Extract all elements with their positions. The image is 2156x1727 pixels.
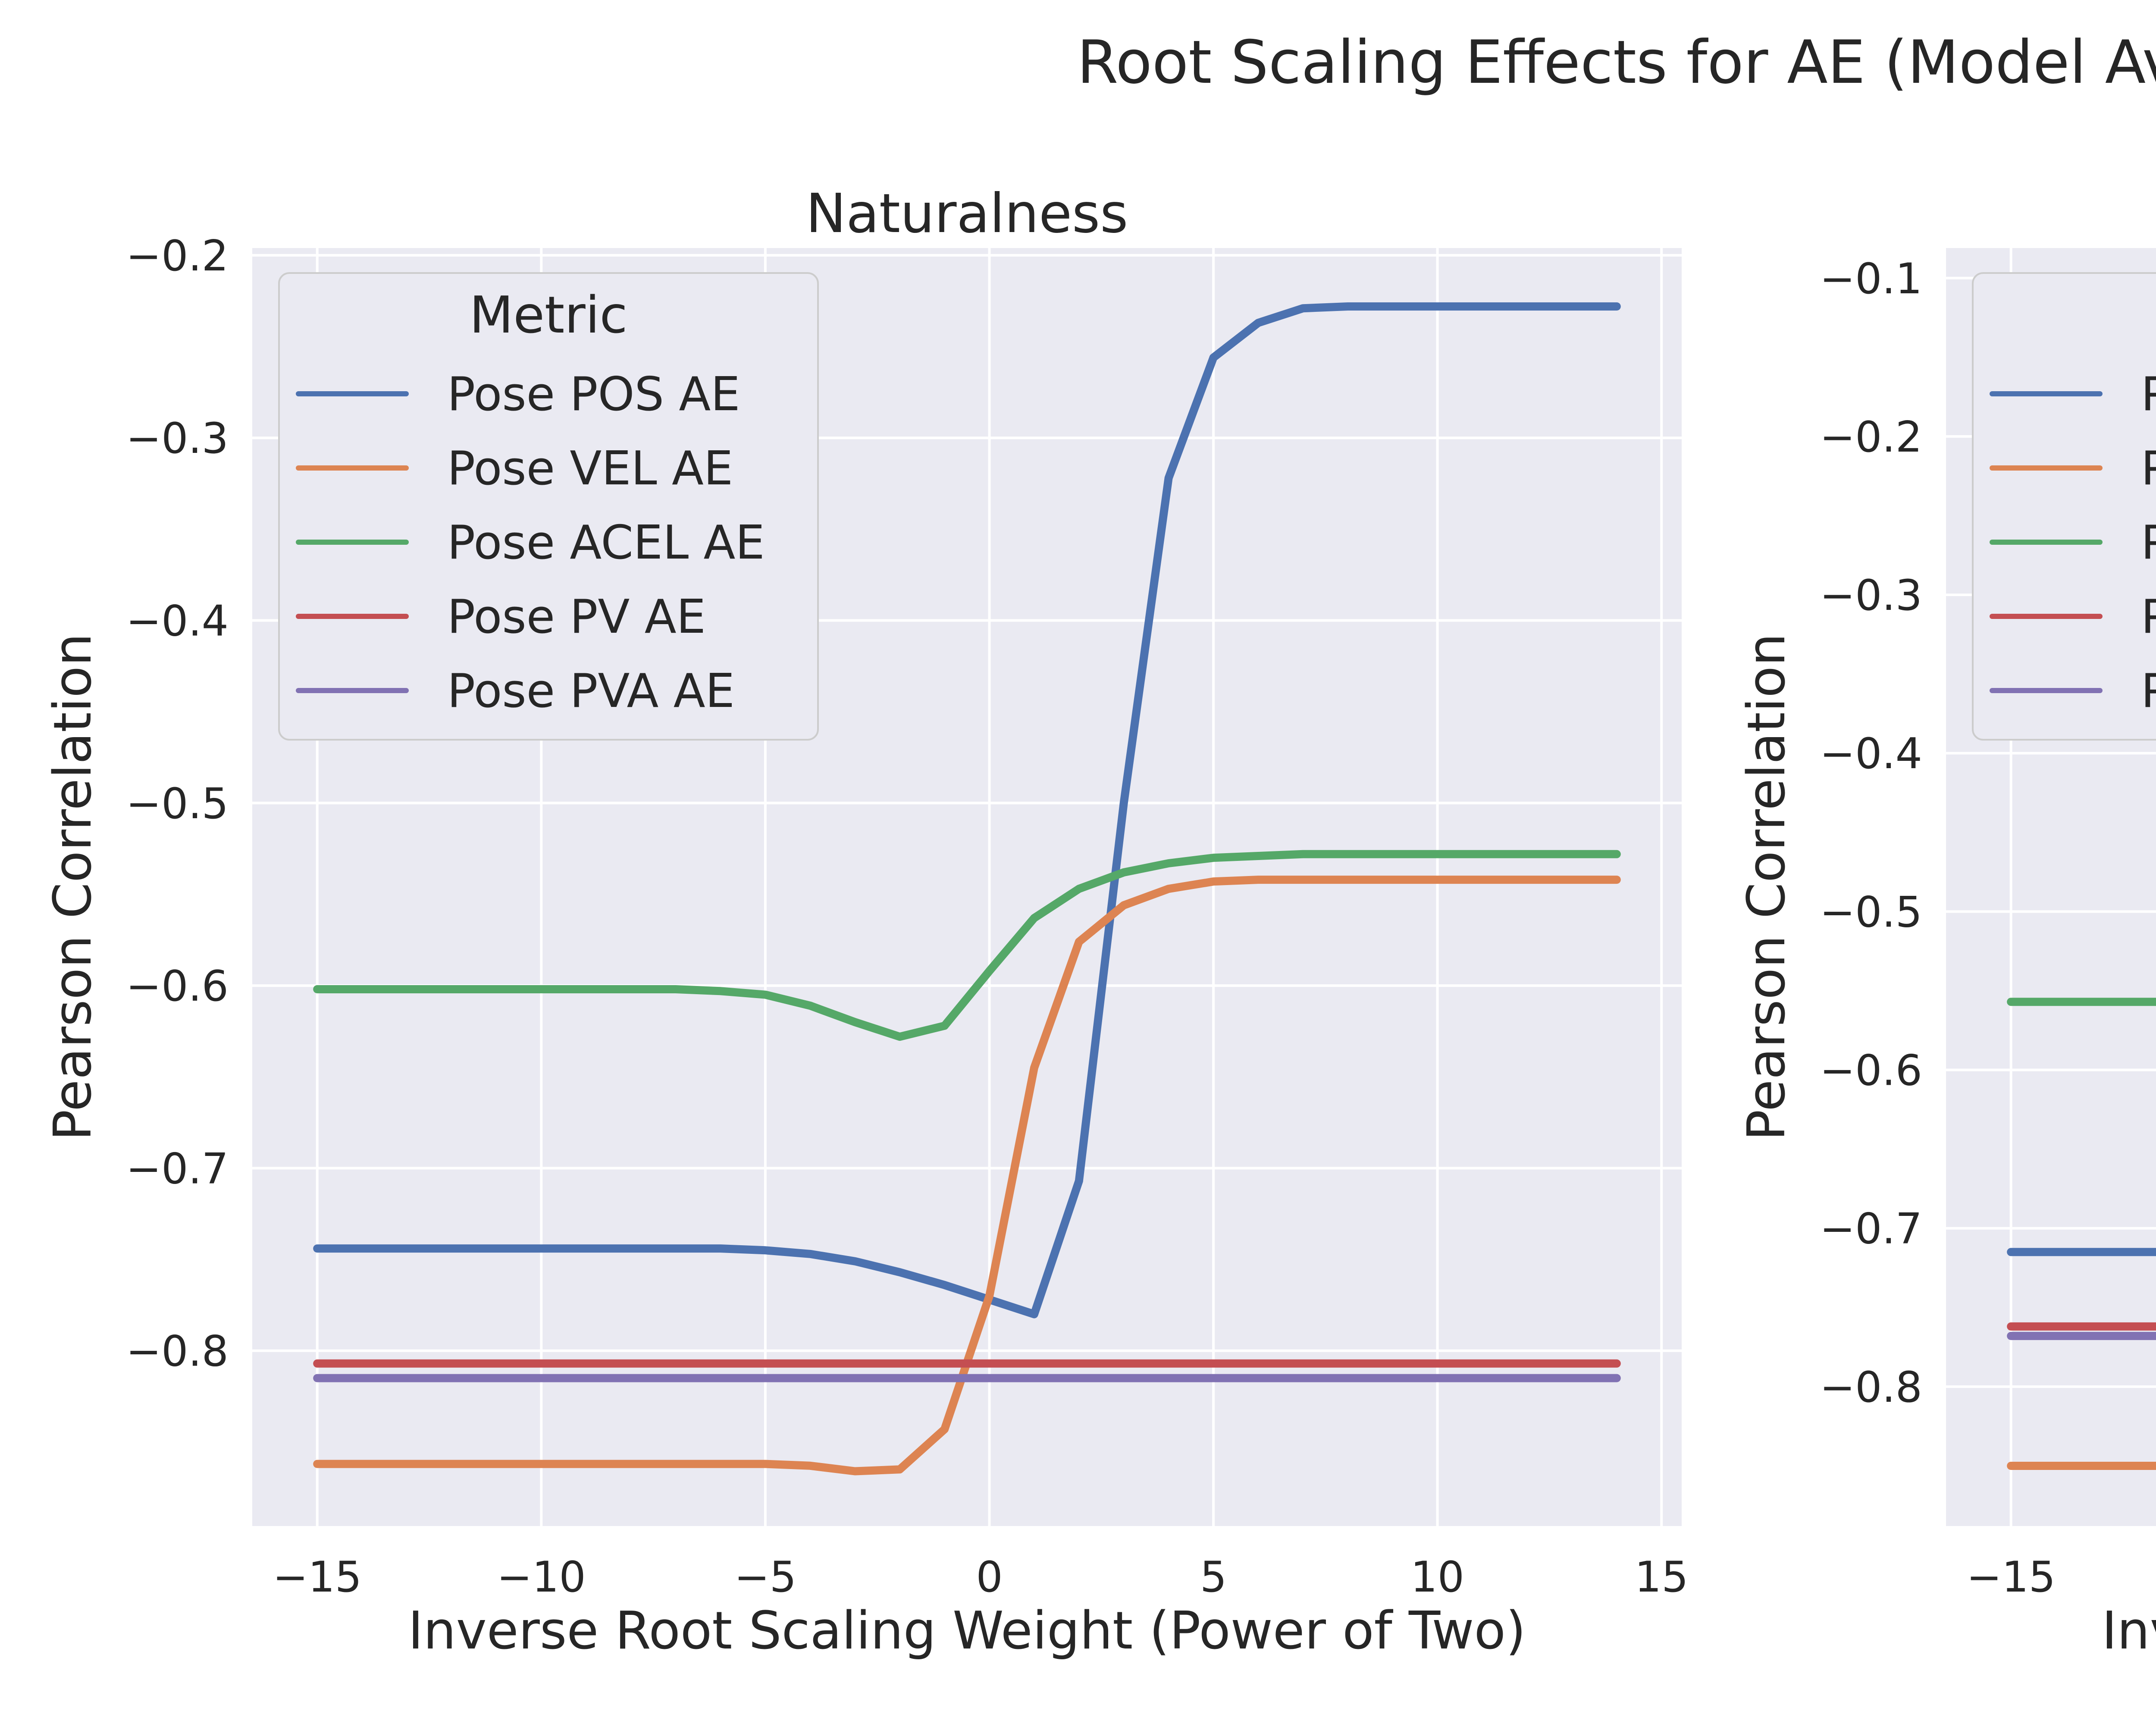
x-tick-label: −15: [273, 1553, 362, 1602]
x-tick-label: 0: [976, 1553, 1003, 1602]
y-tick-label: −0.3: [126, 414, 229, 463]
y-tick-label: −0.5: [1820, 888, 1922, 937]
y-tick-label: −0.2: [126, 232, 229, 281]
legend-box: [278, 272, 819, 741]
series-line-pose-acel-ae: [313, 850, 1621, 1041]
y-tick-label: −0.7: [126, 1144, 229, 1193]
y-tick-label: −0.6: [126, 962, 229, 1011]
subplot-faithfulness: −15−10−5051015−0.1−0.2−0.3−0.4−0.5−0.6−0…: [1737, 248, 2156, 1661]
y-tick-label: −0.1: [1820, 254, 1922, 304]
x-axis-label: Inverse Root Scaling Weight (Power of Tw…: [408, 1601, 1526, 1661]
y-axis-label: Pearson Correlation: [43, 633, 103, 1141]
series-line-pose-pos-ae: [313, 302, 1621, 1319]
x-tick-label: −10: [497, 1553, 586, 1602]
y-axis-label: Pearson Correlation: [1737, 633, 1797, 1141]
figure-title: Root Scaling Effects for AE (Model Avera…: [1077, 28, 2156, 97]
y-tick-label: −0.8: [126, 1327, 229, 1376]
subplot-naturalness: −15 −10 −5 0 5 10 15 −0.2 −0.3 −0.4 −0.5 −0.6 −0.7 −0…: [43, 182, 1689, 1661]
x-tick-label: −15: [1966, 1553, 2056, 1602]
legend-item-label: Pose VEL AE: [2141, 442, 2156, 496]
legend-item-label: Pose POS AE: [447, 367, 740, 421]
legend: Metric Pose POS AE Pose VEL AE Pose ACEL AE…: [278, 272, 819, 741]
y-tick-label: −0.8: [1820, 1363, 1922, 1412]
y-tick-label: −0.4: [1820, 729, 1922, 779]
legend-box: [1972, 272, 2156, 741]
y-tick-label: −0.5: [126, 779, 229, 829]
y-tick-label: −0.6: [1820, 1046, 1922, 1096]
legend-item-label: Pose ACEL AE: [2141, 516, 2156, 570]
subplot-title: Naturalness: [806, 182, 1128, 245]
x-tick-label: 15: [1635, 1553, 1689, 1602]
legend-item-label: Pose PVA AE: [2141, 664, 2156, 718]
y-tick-label: −0.7: [1820, 1205, 1922, 1254]
y-tick-label: −0.4: [126, 597, 229, 646]
y-tick-label: −0.3: [1820, 571, 1922, 620]
legend-item-label: Pose PVA AE: [447, 664, 735, 718]
legend-title: Metric: [470, 285, 628, 345]
x-axis-label: Inverse Root Scaling Weight (Power of Tw…: [2102, 1601, 2156, 1661]
x-tick-label: −5: [734, 1553, 796, 1602]
x-tick-label: 5: [1200, 1553, 1227, 1602]
legend-item-label: Pose POS AE: [2141, 367, 2156, 421]
legend-item-label: Pose PV AE: [2141, 590, 2156, 644]
legend-item-label: Pose PV AE: [447, 590, 706, 644]
x-tick-label: 10: [1410, 1553, 1464, 1602]
legend-item-label: Pose ACEL AE: [447, 516, 765, 570]
y-tick-label: −0.2: [1820, 413, 1922, 462]
legend-item-label: Pose VEL AE: [447, 442, 733, 496]
